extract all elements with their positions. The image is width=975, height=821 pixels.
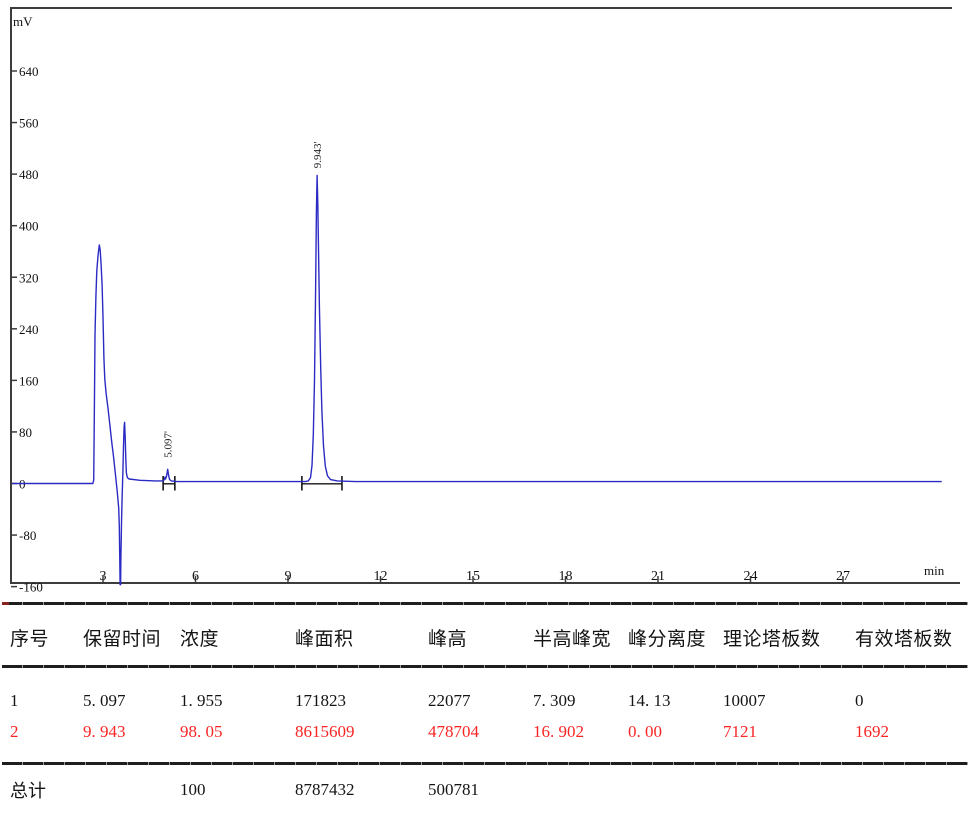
chromatogram-trace <box>12 174 942 586</box>
table-cell: 98. 05 <box>180 722 223 741</box>
table-divider-total <box>2 762 968 765</box>
table-cell: 9. 943 <box>83 722 126 741</box>
x-tick-label: 9 <box>284 569 291 584</box>
y-tick-label: -80 <box>19 528 36 543</box>
header-cell-theoretical-plates: 理论塔板数 <box>723 628 821 650</box>
table-cell: 14. 13 <box>628 691 671 710</box>
header-cell-half-width: 半高峰宽 <box>533 628 612 650</box>
y-tick-label: 80 <box>19 425 32 440</box>
x-tick-label: 18 <box>558 569 572 584</box>
x-tick-label: 27 <box>836 569 850 584</box>
table-cell: 100 <box>180 780 206 799</box>
table-cell: 22077 <box>428 691 471 710</box>
total-label: 总计 <box>10 781 46 801</box>
table-cell: 478704 <box>428 722 479 741</box>
table-cell: 8787432 <box>295 780 355 799</box>
header-cell-index: 序号 <box>10 628 50 650</box>
table-cell: 5. 097 <box>83 691 126 710</box>
table-divider-header <box>2 665 968 668</box>
x-tick-label: 24 <box>743 569 757 584</box>
table-cell: 0 <box>855 691 864 710</box>
table-header-row: 序号 保留时间 浓度 峰面积 峰高 半高峰宽 峰分离度 理论塔板数 有效塔板数 <box>0 620 975 654</box>
peak-retention-label: 9.943' <box>312 142 324 169</box>
table-cell: 171823 <box>295 691 346 710</box>
header-cell-effective-plates: 有效塔板数 <box>855 628 953 650</box>
table-cell: 16. 902 <box>533 722 584 741</box>
x-tick-label: 15 <box>466 569 480 584</box>
table-row: 2 9. 943 98. 05 8615609 478704 16. 902 0… <box>0 717 975 747</box>
table-cell: 1 <box>10 691 19 710</box>
y-tick-label: 560 <box>19 116 39 131</box>
table-cell: 0. 00 <box>628 722 662 741</box>
y-tick-label: 160 <box>19 373 39 388</box>
table-cell: 10007 <box>723 691 766 710</box>
y-tick-label: 400 <box>19 219 39 234</box>
x-tick-label: 12 <box>373 569 387 584</box>
table-cell: 2 <box>10 722 19 741</box>
x-tick-label: 21 <box>651 569 665 584</box>
table-cell: 8615609 <box>295 722 355 741</box>
table-divider-top <box>2 602 968 605</box>
y-tick-label: 480 <box>19 167 39 182</box>
table-row: 1 5. 097 1. 955 171823 22077 7. 309 14. … <box>0 686 975 716</box>
y-axis-unit-label: mV <box>13 14 33 29</box>
chromatogram-plot-area: 640 560 480 400 320 240 160 80 0 -80 -160 3 6 9 12 15 18… <box>10 7 960 595</box>
y-tick-label: -160 <box>19 580 43 595</box>
x-tick-label: 3 <box>99 569 106 584</box>
x-tick-label: 6 <box>192 569 199 584</box>
peak-retention-label: 5.097' <box>163 431 175 458</box>
table-cell: 7121 <box>723 722 757 741</box>
y-tick-label: 320 <box>19 270 39 285</box>
header-cell-concentration: 浓度 <box>180 628 220 650</box>
table-total-row: 总计 100 8787432 500781 <box>0 775 975 805</box>
plot-border <box>10 7 960 584</box>
header-cell-resolution: 峰分离度 <box>628 628 707 650</box>
y-tick-label: 640 <box>19 64 39 79</box>
table-cell: 7. 309 <box>533 691 576 710</box>
header-cell-height: 峰高 <box>428 628 468 650</box>
header-cell-area: 峰面积 <box>295 628 354 650</box>
table-cell: 1. 955 <box>180 691 223 710</box>
table-cell: 1692 <box>855 722 889 741</box>
x-axis-unit-label: min <box>924 563 945 578</box>
y-tick-label: 240 <box>19 322 39 337</box>
header-cell-retention: 保留时间 <box>83 628 162 650</box>
table-cell: 500781 <box>428 780 479 799</box>
